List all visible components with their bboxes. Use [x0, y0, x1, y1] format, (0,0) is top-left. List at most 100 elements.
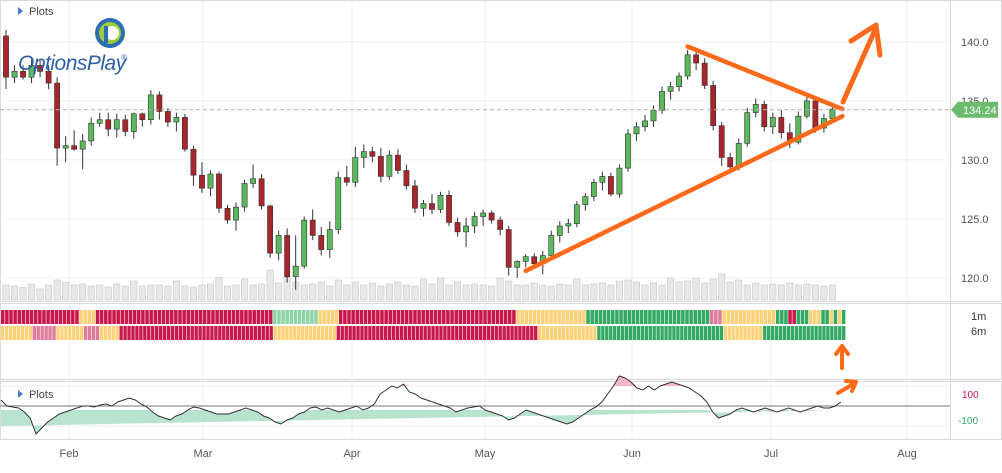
volume-bar — [811, 284, 819, 301]
rating-cell-6m — [549, 326, 554, 340]
candle — [701, 58, 708, 90]
rating-cell-1m — [359, 310, 364, 324]
volume-bar — [581, 284, 589, 301]
rating-cell-1m — [75, 310, 79, 324]
rating-cell-1m — [499, 310, 504, 324]
rating-cell-1m — [211, 310, 215, 324]
volume-bar — [147, 284, 155, 301]
candle — [778, 110, 785, 139]
rating-cell-6m — [60, 326, 64, 340]
rating-cell-6m — [743, 326, 747, 340]
down-candle-body — [45, 71, 52, 84]
date-axis: Feb Mar Apr May Jun Jul Aug — [60, 448, 917, 460]
down-candle-body — [216, 173, 222, 209]
volume-bar — [45, 284, 53, 301]
rating-cell-1m — [128, 310, 133, 324]
rating-cell-6m — [40, 326, 44, 340]
volume-bar — [615, 280, 623, 301]
up-candle-body — [173, 117, 180, 123]
rating-cell-6m — [214, 326, 218, 340]
rating-cell-1m — [301, 310, 306, 324]
volume-bar — [206, 283, 214, 301]
rating-cell-6m — [830, 326, 834, 340]
volume-bar — [266, 269, 274, 301]
rating-cell-1m — [825, 310, 829, 324]
candle — [556, 221, 563, 243]
triangle-right-icon[interactable] — [18, 7, 23, 15]
rating-cell-1m — [227, 310, 232, 324]
triangle-right-icon[interactable] — [18, 390, 23, 398]
up-candle-body — [233, 206, 239, 221]
price-panel-toggle[interactable]: Plots — [18, 6, 54, 18]
rating-cell-6m — [490, 326, 494, 340]
price-panel-label[interactable]: Plots — [29, 6, 54, 18]
rating-cell-6m — [636, 326, 641, 340]
rating-cell-6m — [8, 326, 13, 340]
rating-cell-6m — [553, 326, 558, 340]
candle — [164, 107, 171, 127]
rating-cell-6m — [64, 326, 68, 340]
rating-cell-6m — [68, 326, 72, 340]
volume-bar — [428, 283, 436, 301]
rating-cell-1m — [50, 310, 54, 324]
volume-bar — [479, 284, 487, 301]
candle — [565, 218, 572, 234]
rating-cell-6m — [798, 326, 802, 340]
rating-cell-6m — [644, 326, 648, 340]
rating-cell-6m — [822, 326, 826, 340]
volume-bar — [641, 284, 649, 301]
last-price-value: 134.24 — [963, 105, 997, 117]
rating-cell-1m — [763, 310, 768, 324]
rating-cell-6m — [95, 326, 100, 340]
oscillator-panel-toggle[interactable]: Plots — [18, 389, 54, 401]
rating-cell-6m — [759, 326, 763, 340]
volume-bar — [590, 283, 598, 301]
rating-cell-1m — [648, 310, 652, 324]
rating-cell-6m — [834, 326, 838, 340]
rating-cell-6m — [261, 326, 265, 340]
rating-cell-1m — [573, 310, 578, 324]
rating-cell-1m — [631, 310, 636, 324]
rating-cell-1m — [367, 310, 372, 324]
oscillator-panel-label[interactable]: Plots — [29, 389, 54, 401]
rating-cell-6m — [182, 326, 186, 340]
rating-cell-6m — [403, 326, 408, 340]
rating-cell-6m — [158, 326, 163, 340]
rating-cell-1m — [701, 310, 706, 324]
rating-cell-1m — [240, 310, 244, 324]
rating-cell-1m — [87, 310, 92, 324]
up-candle-body — [241, 183, 248, 208]
rating-cell-6m — [265, 326, 269, 340]
rating-cell-6m — [72, 326, 76, 340]
down-candle-body — [20, 71, 26, 78]
rating-cell-1m — [149, 310, 153, 324]
rating-cell-1m — [54, 310, 59, 324]
volume-bar — [275, 282, 283, 301]
rating-cell-6m — [648, 326, 652, 340]
rating-cell-6m — [723, 326, 727, 340]
rating-cell-6m — [4, 326, 9, 340]
rating-cell-6m — [652, 326, 656, 340]
up-candle-body — [147, 94, 154, 121]
rating-cell-1m — [483, 310, 487, 324]
rating-cell-1m — [569, 310, 574, 324]
candle — [642, 114, 648, 132]
rating-cell-1m — [615, 310, 619, 324]
rating-cell-1m — [392, 310, 397, 324]
down-candle-body — [122, 119, 129, 132]
volume-bar — [445, 284, 453, 301]
rating-cell-6m — [593, 326, 597, 340]
rating-cell-1m — [726, 310, 730, 324]
up-candle-body — [360, 151, 367, 158]
candle — [20, 65, 26, 80]
rating-cell-1m — [437, 310, 442, 324]
rating-cell-6m — [360, 326, 364, 340]
rating-cell-1m — [318, 310, 322, 324]
rating-cell-6m — [774, 326, 779, 340]
rating-cell-6m — [245, 326, 250, 340]
down-candle-body — [497, 219, 504, 230]
rating-cell-1m — [157, 310, 162, 324]
candle — [216, 171, 222, 213]
volume-bar — [2, 284, 10, 301]
